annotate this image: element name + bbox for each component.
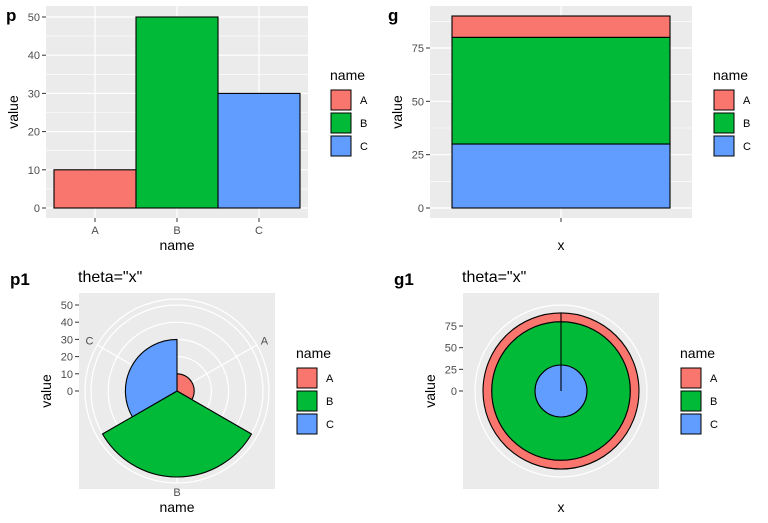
legend-key-C	[296, 413, 318, 435]
legend: name ABC	[713, 67, 751, 157]
radial-axis-ticks: 0 25 50 75	[445, 321, 463, 398]
theta-tick-label: B	[173, 487, 180, 499]
legend-title: name	[296, 345, 331, 361]
ring-A	[482, 312, 640, 470]
x-axis-label: name	[159, 237, 194, 253]
r-tick-label: 50	[445, 343, 457, 355]
legend-label-C: C	[743, 141, 751, 153]
r-tick-label: 0	[451, 386, 457, 398]
legend-label-A: A	[326, 373, 334, 385]
theta-tick-label: C	[86, 336, 94, 348]
legend-title: name	[713, 67, 748, 83]
y-axis-label: value	[38, 374, 54, 408]
chart-g1: g1 theta="x" 0 25 50 75 x value name ABC	[394, 269, 718, 515]
legend: name ABC	[296, 345, 334, 435]
chart-tag-p1: p1	[10, 270, 30, 289]
y-tick-label: 20	[28, 127, 40, 139]
legend: name ABC	[330, 67, 368, 157]
y-tick-label: 10	[28, 165, 40, 177]
y-tick-label: 50	[412, 96, 424, 108]
y-tick-label: 75	[412, 43, 424, 55]
x-axis-label: name	[159, 499, 194, 515]
bar-A	[53, 169, 137, 209]
bars	[53, 16, 301, 209]
legend-key-C	[680, 413, 702, 435]
r-tick-label: 50	[61, 300, 73, 312]
bar-segment-B	[451, 36, 671, 145]
legend-key-B	[330, 112, 352, 134]
y-tick-label: 0	[418, 203, 424, 215]
y-axis-label: value	[422, 374, 438, 408]
chart-subtitle: theta="x"	[78, 269, 142, 286]
y-tick-label: 25	[412, 150, 424, 162]
chart-tag-p: p	[6, 6, 16, 25]
legend: name ABC	[680, 345, 718, 435]
r-tick-label: 10	[61, 369, 73, 381]
sector-B	[101, 390, 253, 478]
sectors	[101, 338, 253, 478]
legend-key-A	[713, 89, 735, 111]
y-tick-label: 50	[28, 12, 40, 24]
legend-label-B: B	[743, 118, 750, 130]
outer-gridline	[474, 304, 648, 478]
legend-title: name	[680, 345, 715, 361]
y-tick-label: 0	[34, 203, 40, 215]
x-axis-ticks: A B C	[91, 218, 263, 237]
legend-label-A: A	[710, 373, 718, 385]
radial-axis-ticks: 0 10 20 30 40 50	[61, 300, 79, 398]
x-tick-label: C	[255, 225, 263, 237]
chart-g: g 0 25 50 75 x value name ABC	[388, 6, 751, 253]
chart-subtitle: theta="x"	[462, 269, 526, 286]
chart-tag-g1: g1	[394, 270, 414, 289]
legend-label-A: A	[743, 95, 751, 107]
r-tick-label: 25	[445, 364, 457, 376]
y-tick-label: 30	[28, 88, 40, 100]
legend-key-C	[713, 135, 735, 157]
y-axis-label: value	[5, 95, 21, 129]
y-axis-ticks: 0 25 50 75	[412, 43, 430, 215]
r-tick-label: 75	[445, 321, 457, 333]
legend-key-A	[296, 367, 318, 389]
bar-C	[217, 92, 301, 209]
r-tick-label: 40	[61, 317, 73, 329]
legend-title: name	[330, 67, 365, 83]
legend-label-C: C	[710, 419, 718, 431]
y-tick-label: 40	[28, 50, 40, 62]
stacked-bar	[451, 15, 671, 209]
legend-label-B: B	[326, 396, 333, 408]
theta-tick-label: A	[261, 336, 269, 348]
bar-segment-A	[451, 15, 671, 38]
bar-B	[135, 16, 219, 209]
chart-tag-g: g	[388, 6, 398, 25]
theta-axis-ticks: A B C	[86, 336, 269, 500]
legend-key-B	[296, 390, 318, 412]
sector-C	[124, 338, 178, 418]
r-tick-label: 0	[67, 386, 73, 398]
x-axis-label: x	[558, 237, 565, 253]
x-tick-label: B	[173, 225, 180, 237]
legend-label-C: C	[360, 141, 368, 153]
rings	[482, 312, 640, 470]
legend-label-B: B	[710, 396, 717, 408]
legend-key-A	[330, 89, 352, 111]
legend-label-C: C	[326, 419, 334, 431]
x-tick-label: A	[91, 225, 99, 237]
bar-segment-C	[451, 143, 671, 209]
legend-key-B	[680, 390, 702, 412]
legend-key-C	[330, 135, 352, 157]
y-axis-label: value	[389, 95, 405, 129]
x-axis-label: x	[558, 499, 565, 515]
legend-label-B: B	[360, 118, 367, 130]
legend-label-A: A	[360, 95, 368, 107]
legend-key-A	[680, 367, 702, 389]
r-tick-label: 20	[61, 352, 73, 364]
r-tick-label: 30	[61, 334, 73, 346]
legend-key-B	[713, 112, 735, 134]
y-axis-ticks: 0 10 20 30 40 50	[28, 12, 46, 215]
